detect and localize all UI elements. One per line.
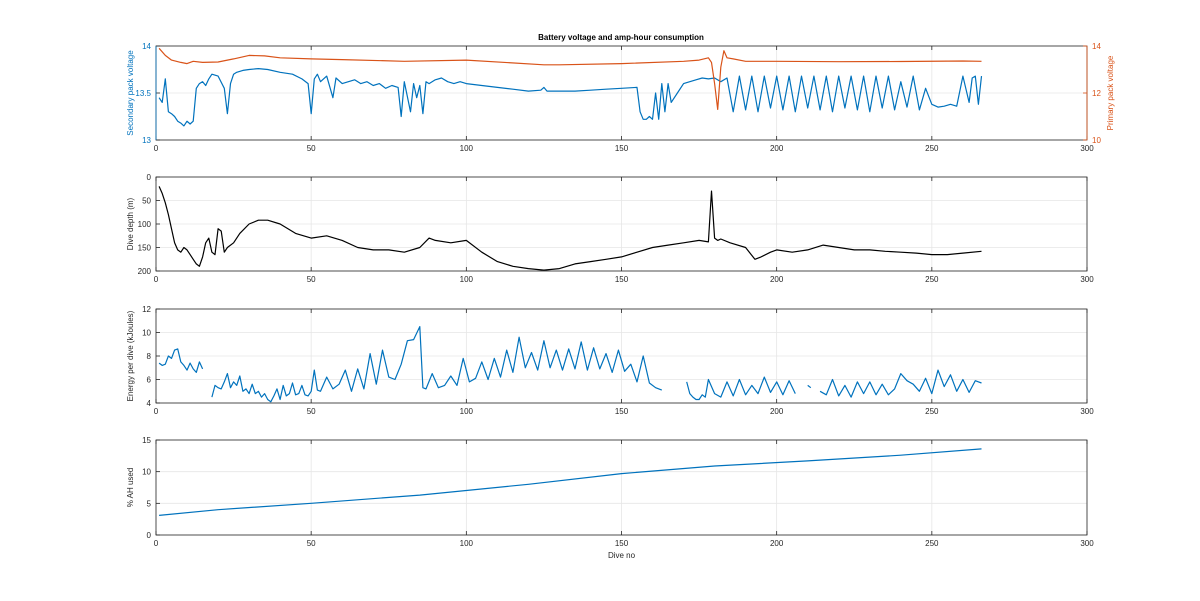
y-tick-label: 13.5 xyxy=(135,89,151,98)
series-line-1 xyxy=(158,68,983,127)
x-tick-label: 300 xyxy=(1080,144,1094,153)
x-tick-label: 200 xyxy=(770,539,784,548)
x-tick-label: 300 xyxy=(1080,539,1094,548)
y-tick-label: 10 xyxy=(142,329,151,338)
series-line-2 xyxy=(158,47,982,110)
y2-axis-label: Primary pack voltage xyxy=(1106,55,1115,130)
y-tick-label: 12 xyxy=(142,305,151,314)
x-axis-label: Dive no xyxy=(608,551,636,560)
x-tick-label: 250 xyxy=(925,144,939,153)
x-tick-label: 200 xyxy=(770,275,784,284)
x-tick-label: 50 xyxy=(307,144,316,153)
subplot-4: 0 50 100 150 200 250 300 0 5 10 15 % AH used Dive no xyxy=(126,436,1094,560)
y-tick-label: 50 xyxy=(142,197,151,206)
y-tick-label: 15 xyxy=(142,436,151,445)
x-tick-label: 0 xyxy=(154,144,159,153)
y-tick-label: 14 xyxy=(142,42,151,51)
x-tick-label: 0 xyxy=(154,407,159,416)
y2-tick-label: 10 xyxy=(1092,136,1101,145)
subplot-2: 0 50 100 150 200 250 300 0 50 100 150 200 Dive depth… xyxy=(126,173,1094,284)
x-tick-label: 250 xyxy=(925,275,939,284)
x-tick-label: 100 xyxy=(460,407,474,416)
x-tick-label: 150 xyxy=(615,407,629,416)
series-line-1 xyxy=(159,448,982,516)
x-tick-label: 300 xyxy=(1080,275,1094,284)
y-tick-label: 6 xyxy=(147,376,152,385)
x-tick-label: 50 xyxy=(307,275,316,284)
y-axis-label: Energy per dive (kJoules) xyxy=(126,310,135,401)
y-tick-label: 5 xyxy=(147,499,152,508)
y-axis-label: % AH used xyxy=(126,468,135,508)
y-tick-label: 0 xyxy=(147,173,152,182)
x-tick-label: 50 xyxy=(307,407,316,416)
series-line-1 xyxy=(158,186,982,271)
y2-tick-label: 12 xyxy=(1092,89,1101,98)
subplot-1: 0 50 100 150 200 250 300 13 13.5 14 Secondary pack… xyxy=(126,42,1115,153)
x-tick-label: 300 xyxy=(1080,407,1094,416)
y-tick-label: 13 xyxy=(142,136,151,145)
y-tick-label: 200 xyxy=(138,267,152,276)
y2-tick-label: 14 xyxy=(1092,42,1101,51)
x-tick-label: 150 xyxy=(615,144,629,153)
x-tick-label: 0 xyxy=(154,275,159,284)
x-tick-label: 250 xyxy=(925,539,939,548)
x-tick-label: 100 xyxy=(460,539,474,548)
x-tick-label: 0 xyxy=(154,539,159,548)
x-tick-label: 50 xyxy=(307,539,316,548)
x-tick-label: 150 xyxy=(615,275,629,284)
subplot-3: 0 50 100 150 200 250 300 4 6 8 10 12 Energy per dive… xyxy=(126,305,1094,416)
x-tick-label: 150 xyxy=(615,539,629,548)
x-tick-label: 100 xyxy=(460,275,474,284)
y-tick-label: 0 xyxy=(147,531,152,540)
y-axis-label: Dive depth (m) xyxy=(126,197,135,250)
y-tick-label: 150 xyxy=(138,244,152,253)
series-line-1 xyxy=(158,326,982,403)
figure-title: Battery voltage and amp-hour consumption xyxy=(538,33,704,42)
x-tick-label: 200 xyxy=(770,144,784,153)
x-tick-label: 250 xyxy=(925,407,939,416)
y-tick-label: 100 xyxy=(138,220,152,229)
x-tick-label: 100 xyxy=(460,144,474,153)
y-tick-label: 10 xyxy=(142,468,151,477)
x-tick-label: 200 xyxy=(770,407,784,416)
y-axis-label: Secondary pack voltage xyxy=(126,50,135,136)
y-tick-label: 4 xyxy=(147,399,152,408)
y-tick-label: 8 xyxy=(147,352,152,361)
